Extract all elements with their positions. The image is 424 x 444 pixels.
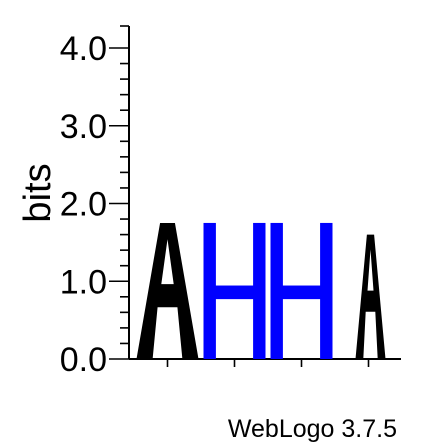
weblogo-version-label: WebLogo 3.7.5 bbox=[228, 415, 397, 443]
y-axis-label: bits bbox=[17, 163, 59, 222]
logo-letter-a bbox=[136, 222, 199, 359]
y-tick-label: 1.0 bbox=[60, 263, 107, 301]
y-tick-label: 3.0 bbox=[60, 108, 107, 146]
y-tick-label: 0.0 bbox=[60, 341, 107, 379]
logo-letter-a bbox=[355, 234, 386, 359]
x-axis bbox=[129, 358, 401, 367]
y-tick-label: 4.0 bbox=[60, 30, 107, 68]
y-tick-label: 2.0 bbox=[60, 186, 107, 224]
logo-letters bbox=[136, 222, 386, 359]
logo-letter-h bbox=[270, 222, 333, 359]
logo-letter-h bbox=[203, 222, 266, 359]
y-axis: 0.0 1.0 2.0 3.0 4.0 bbox=[60, 25, 130, 379]
